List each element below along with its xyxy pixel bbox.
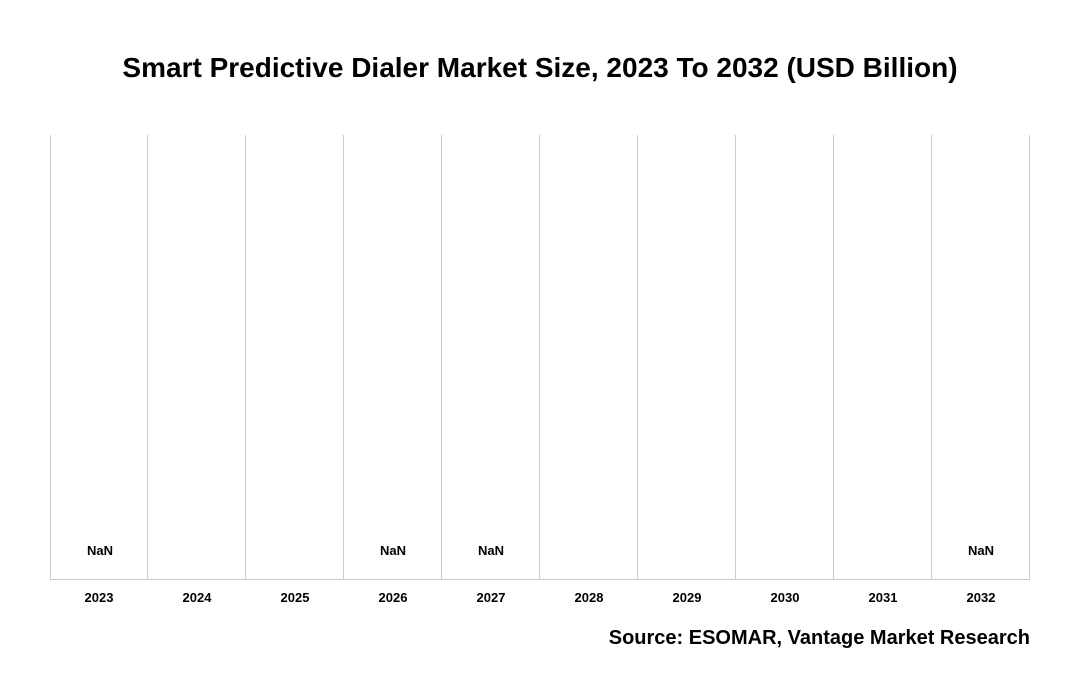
- x-axis-line: [50, 579, 1030, 580]
- chart-title: Smart Predictive Dialer Market Size, 202…: [0, 52, 1080, 84]
- x-tick-label: 2028: [540, 590, 638, 605]
- chart-container: Smart Predictive Dialer Market Size, 202…: [0, 0, 1080, 700]
- grid-column: NaN: [50, 135, 148, 580]
- x-tick-label: 2029: [638, 590, 736, 605]
- value-label: NaN: [51, 543, 149, 558]
- grid-column: [834, 135, 932, 580]
- value-label: NaN: [344, 543, 442, 558]
- x-tick-label: 2030: [736, 590, 834, 605]
- grid-column: [246, 135, 344, 580]
- grid-column: [540, 135, 638, 580]
- x-tick-label: 2025: [246, 590, 344, 605]
- grid-column: NaN: [932, 135, 1030, 580]
- plot-area: NaNNaNNaNNaN: [50, 135, 1030, 580]
- value-label: NaN: [442, 543, 540, 558]
- x-tick-label: 2026: [344, 590, 442, 605]
- x-tick-label: 2024: [148, 590, 246, 605]
- grid-column: NaN: [442, 135, 540, 580]
- x-tick-label: 2032: [932, 590, 1030, 605]
- grid-column: [638, 135, 736, 580]
- grid-column: [736, 135, 834, 580]
- source-attribution: Source: ESOMAR, Vantage Market Research: [609, 627, 1030, 650]
- x-tick-label: 2023: [50, 590, 148, 605]
- grid-column: [148, 135, 246, 580]
- grid-column: NaN: [344, 135, 442, 580]
- x-tick-label: 2031: [834, 590, 932, 605]
- value-label: NaN: [932, 543, 1030, 558]
- x-tick-label: 2027: [442, 590, 540, 605]
